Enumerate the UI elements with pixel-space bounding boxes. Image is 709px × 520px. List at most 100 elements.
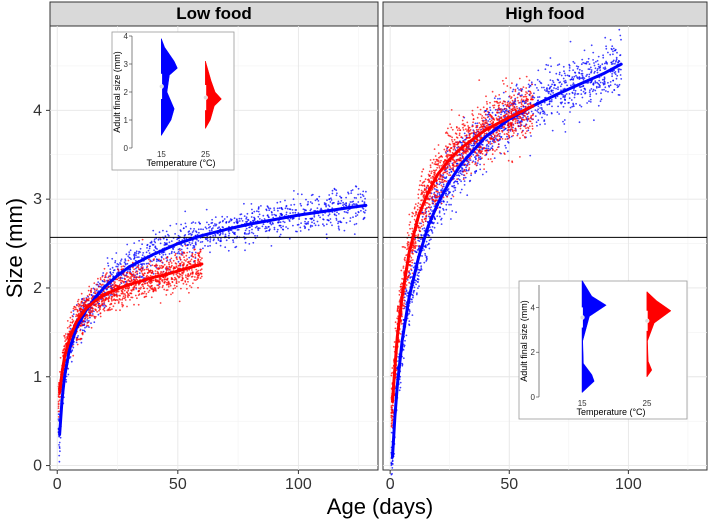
data-point [70, 311, 73, 314]
data-point [183, 256, 185, 259]
data-point [107, 264, 110, 267]
data-point [494, 114, 497, 117]
data-point [446, 201, 449, 203]
data-point [257, 229, 260, 232]
data-point [143, 263, 146, 265]
fit-lines-low-food [58, 203, 368, 436]
data-point [213, 224, 215, 227]
data-point [543, 86, 545, 89]
data-point [282, 220, 285, 223]
data-point [105, 288, 108, 291]
data-point [264, 225, 267, 228]
data-point [327, 219, 330, 222]
data-point [175, 273, 178, 276]
data-point [345, 211, 348, 214]
data-point [76, 343, 79, 346]
data-point [391, 463, 394, 465]
data-point [178, 264, 181, 267]
data-point [305, 209, 307, 212]
data-point [197, 272, 200, 275]
data-point [241, 220, 244, 222]
data-point [408, 310, 411, 313]
data-point [71, 315, 74, 317]
data-point [419, 180, 422, 182]
data-point [72, 320, 75, 322]
data-point [154, 241, 157, 244]
data-point [470, 132, 473, 135]
data-point [282, 228, 285, 231]
data-point [454, 141, 457, 144]
data-point [86, 314, 89, 316]
data-point [135, 252, 138, 255]
data-point [539, 123, 541, 126]
data-point [422, 168, 425, 171]
inset-low-food: Temperature (°C) Adult final size (mm) 0… [111, 31, 235, 171]
data-point [181, 279, 184, 282]
data-point [545, 90, 548, 92]
data-point [154, 255, 157, 258]
data-point [343, 210, 346, 213]
data-point [400, 269, 403, 272]
data-point [243, 215, 246, 218]
data-point [163, 241, 166, 244]
data-point [578, 76, 580, 79]
data-point [95, 289, 98, 292]
data-point [597, 55, 600, 58]
data-point [555, 72, 558, 75]
data-point [149, 260, 152, 263]
data-point [450, 218, 452, 220]
data-point [451, 210, 454, 212]
data-point [251, 231, 253, 234]
data-point [417, 287, 419, 289]
data-point [134, 274, 137, 277]
data-point [81, 331, 84, 334]
data-point [126, 291, 128, 294]
data-point [512, 124, 515, 126]
data-point [99, 308, 101, 311]
data-point [297, 193, 299, 195]
data-point [172, 268, 175, 270]
data-point [440, 218, 442, 221]
data-point [316, 198, 318, 200]
data-point [399, 381, 402, 384]
data-point [57, 416, 60, 418]
data-point [107, 285, 110, 288]
data-point [445, 145, 447, 148]
data-point [466, 194, 469, 197]
data-point [77, 310, 79, 312]
data-point [96, 288, 98, 290]
data-point [291, 209, 294, 211]
data-point [433, 174, 436, 176]
data-point [188, 256, 191, 259]
data-point [76, 304, 78, 307]
data-point [256, 210, 258, 213]
data-point [310, 194, 313, 197]
data-point [93, 315, 96, 318]
data-point [402, 265, 405, 268]
data-point [168, 235, 170, 237]
data-point [532, 113, 534, 116]
data-point [416, 205, 419, 207]
data-point [557, 88, 559, 91]
data-point [609, 53, 612, 56]
data-point [138, 287, 141, 290]
data-point [325, 223, 328, 226]
data-point [432, 158, 435, 161]
data-point [553, 87, 555, 89]
data-point [194, 251, 197, 254]
data-point [609, 84, 612, 87]
data-point [186, 244, 189, 246]
data-point [546, 114, 548, 116]
data-point [336, 211, 338, 214]
data-point [511, 82, 513, 85]
data-point [122, 288, 125, 290]
data-point [262, 214, 265, 217]
data-point [81, 298, 84, 301]
data-point [603, 77, 606, 80]
data-point [191, 271, 194, 274]
data-point [601, 89, 604, 91]
data-point [159, 259, 162, 262]
data-point [156, 264, 159, 267]
data-point [484, 117, 487, 120]
data-point [99, 277, 102, 279]
